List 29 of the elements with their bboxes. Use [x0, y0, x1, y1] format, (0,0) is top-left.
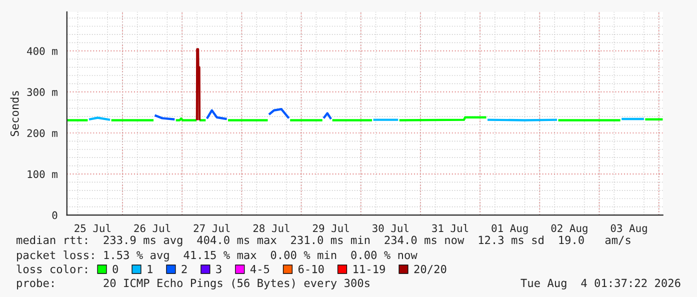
- legend-label: 1: [148, 264, 152, 274]
- x-tick-label: 25 Jul: [74, 224, 110, 232]
- x-tick-label: 01 Aug: [492, 224, 528, 234]
- y-tick-label: 0: [52, 211, 58, 220]
- text: Tue Aug 4 01:37:22 2026: [520, 278, 680, 290]
- y-tick-label: 100 m: [28, 170, 58, 178]
- text: median rtt: 233.9 ms avg 404.0 ms max 231.0 ms min 234.0 ms now 12.3 ms sd 19.0 am/s: [16, 236, 630, 246]
- legend-label: 6-10: [298, 264, 324, 274]
- legend-label: 11-19: [354, 264, 385, 274]
- x-tick-label: 30 Jul: [372, 224, 408, 232]
- legend-label: 4-5: [250, 264, 270, 274]
- x-tick-label: 31 Jul: [432, 224, 468, 232]
- legend-title: loss color:: [16, 264, 87, 274]
- x-tick-label: 28 Jul: [253, 224, 290, 232]
- y-tick-label: 400 m: [27, 47, 58, 55]
- x-tick-label: 27 Jul: [194, 224, 230, 232]
- y-tick-label: 300 m: [27, 88, 58, 96]
- legend-label: 0: [112, 264, 118, 274]
- text: probe: 20 ICMP Echo Pings (56 Bytes) every 300s: [17, 278, 370, 290]
- x-tick-label: 26 Jul: [134, 224, 170, 232]
- legend-label: 2: [182, 264, 187, 274]
- x-tick-label: 02 Aug: [551, 224, 588, 234]
- legend-label: 20/20: [414, 264, 446, 274]
- y-axis-title: Seconds: [10, 91, 19, 136]
- text: packet loss: 1.53 % avg 41.15 % max 0.00 % min 0.00 % now: [17, 250, 418, 262]
- y-tick-label: 200 m: [27, 129, 58, 138]
- legend-label: 3: [216, 264, 222, 274]
- x-tick-label: 03 Aug: [610, 224, 647, 234]
- x-tick-label: 29 Jul: [313, 224, 349, 232]
